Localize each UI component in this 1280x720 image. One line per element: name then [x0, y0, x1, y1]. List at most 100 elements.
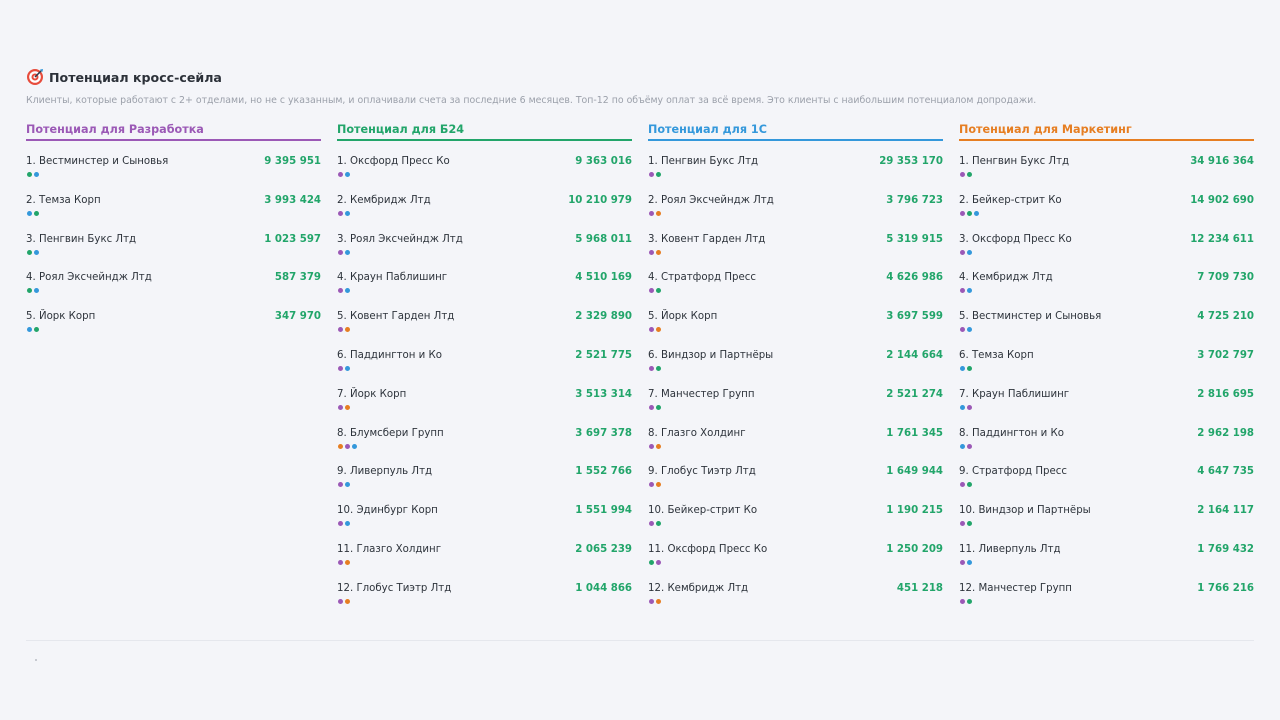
client-name: 7. Краун Паблишинг	[959, 388, 1070, 400]
department-dots	[27, 249, 39, 255]
client-row[interactable]: 3. Роял Эксчейндж Лтд 5 968 011	[337, 234, 632, 268]
department-dots	[649, 210, 661, 216]
department-dots	[338, 366, 350, 371]
client-row[interactable]: 9. Стратфорд Пресс 4 647 735	[959, 466, 1254, 500]
client-row[interactable]: 6. Паддингтон и Ко 2 521 775	[337, 350, 632, 384]
department-dots	[338, 598, 350, 604]
client-name: 5. Йорк Корп	[26, 311, 96, 323]
client-row[interactable]: 3. Пенгвин Букс Лтд 1 023 597	[26, 234, 321, 268]
client-row[interactable]: 6. Виндзор и Партнёры 2 144 664	[648, 350, 943, 384]
client-row[interactable]: 11. Глазго Холдинг 2 065 239	[337, 544, 632, 578]
client-row[interactable]: 8. Глазго Холдинг 1 761 345	[648, 428, 943, 462]
cross-sell-columns: Потенциал для Разработка 1. Вестминстер и…	[26, 121, 1254, 604]
section-header: Потенциал кросс-сейла Клиенты, которые р…	[26, 67, 1254, 106]
client-row[interactable]: 1. Оксфорд Пресс Ко 9 363 016	[337, 156, 632, 190]
client-payment-total: 29 353 170	[879, 156, 943, 167]
client-row[interactable]: 2. Роял Эксчейндж Лтд 3 796 723	[648, 195, 943, 229]
department-dots	[338, 249, 350, 255]
client-row[interactable]: 12. Кембридж Лтд 451 218	[648, 583, 943, 617]
client-row[interactable]: 5. Ковент Гарден Лтд 2 329 890	[337, 311, 632, 345]
title-row: Потенциал кросс-сейла	[26, 67, 1254, 87]
department-dot	[27, 172, 32, 177]
cross-sell-column: Потенциал для 1С 1. Пенгвин Букс Лтд 29 35…	[648, 121, 943, 604]
client-payment-total: 4 510 169	[575, 272, 632, 284]
department-dot	[345, 327, 350, 333]
client-name: 2. Роял Эксчейндж Лтд	[648, 194, 774, 206]
client-name: 11. Ливерпуль Лтд	[959, 544, 1061, 555]
target-icon	[26, 68, 44, 86]
client-payment-total: 4 647 735	[1197, 466, 1254, 478]
department-dot	[345, 443, 350, 449]
department-dot	[345, 210, 350, 216]
department-dots	[338, 482, 350, 488]
department-dot	[27, 327, 32, 333]
department-dot	[960, 598, 965, 604]
client-row[interactable]: 3. Оксфорд Пресс Ко 12 234 611	[959, 234, 1254, 268]
client-row[interactable]: 10. Бейкер-стрит Ко 1 190 215	[648, 505, 943, 539]
department-dot	[338, 598, 343, 604]
department-dot	[338, 482, 343, 488]
client-payment-total: 4 725 210	[1197, 311, 1254, 323]
department-dot	[338, 172, 343, 177]
client-row[interactable]: 8. Блумсбери Групп 3 697 378	[337, 428, 632, 462]
client-row[interactable]: 2. Бейкер-стрит Ко 14 902 690	[959, 195, 1254, 229]
client-payment-total: 9 395 951	[264, 156, 321, 167]
department-dots	[649, 172, 661, 177]
client-row[interactable]: 1. Пенгвин Букс Лтд 34 916 364	[959, 156, 1254, 190]
client-row[interactable]: 11. Оксфорд Пресс Ко 1 250 209	[648, 544, 943, 578]
client-payment-total: 3 796 723	[886, 194, 943, 206]
client-row[interactable]: 3. Ковент Гарден Лтд 5 319 915	[648, 234, 943, 268]
client-row[interactable]: 5. Йорк Корп 347 970	[26, 311, 321, 345]
department-dot	[960, 172, 965, 177]
client-payment-total: 1 551 994	[575, 505, 632, 517]
client-row[interactable]: 7. Краун Паблишинг 2 816 695	[959, 389, 1254, 423]
department-dots	[960, 288, 972, 294]
client-name: 9. Глобус Тиэтр Лтд	[648, 466, 756, 478]
department-dot	[27, 249, 32, 255]
client-row[interactable]: 12. Манчестер Групп 1 766 216	[959, 583, 1254, 617]
client-row[interactable]: 1. Пенгвин Букс Лтд 29 353 170	[648, 156, 943, 190]
client-row[interactable]: 5. Вестминстер и Сыновья 4 725 210	[959, 311, 1254, 345]
department-dot	[649, 560, 654, 565]
department-dots	[649, 443, 661, 449]
client-row[interactable]: 11. Ливерпуль Лтд 1 769 432	[959, 544, 1254, 578]
client-row[interactable]: 4. Роял Эксчейндж Лтд 587 379	[26, 272, 321, 306]
client-row[interactable]: 1. Вестминстер и Сыновья 9 395 951	[26, 156, 321, 190]
client-row[interactable]: 8. Паддингтон и Ко 2 962 198	[959, 428, 1254, 462]
department-dot	[656, 172, 661, 177]
department-dot	[967, 210, 972, 216]
client-payment-total: 1 552 766	[575, 466, 632, 478]
client-payment-total: 2 144 664	[886, 350, 943, 361]
client-name: 12. Глобус Тиэтр Лтд	[337, 582, 452, 594]
department-dots	[649, 482, 661, 488]
client-row[interactable]: 9. Глобус Тиэтр Лтд 1 649 944	[648, 466, 943, 500]
department-dot	[352, 443, 357, 449]
department-dot	[656, 404, 661, 410]
client-row[interactable]: 4. Краун Паблишинг 4 510 169	[337, 272, 632, 306]
client-row[interactable]: 2. Кембридж Лтд 10 210 979	[337, 195, 632, 229]
department-dots	[338, 288, 350, 294]
client-name: 5. Вестминстер и Сыновья	[959, 311, 1102, 323]
department-dot	[27, 288, 32, 294]
client-row[interactable]: 4. Стратфорд Пресс 4 626 986	[648, 272, 943, 306]
department-dot	[656, 443, 661, 449]
department-dot	[656, 288, 661, 294]
client-row[interactable]: 7. Йорк Корп 3 513 314	[337, 389, 632, 423]
client-payment-total: 5 319 915	[886, 233, 943, 245]
client-row[interactable]: 12. Глобус Тиэтр Лтд 1 044 866	[337, 583, 632, 617]
client-row[interactable]: 10. Виндзор и Партнёры 2 164 117	[959, 505, 1254, 539]
client-row[interactable]: 9. Ливерпуль Лтд 1 552 766	[337, 466, 632, 500]
client-row[interactable]: 2. Темза Корп 3 993 424	[26, 195, 321, 229]
client-row[interactable]: 5. Йорк Корп 3 697 599	[648, 311, 943, 345]
department-dot	[967, 366, 972, 371]
client-row[interactable]: 6. Темза Корп 3 702 797	[959, 350, 1254, 384]
department-dot	[345, 366, 350, 371]
client-name: 1. Пенгвин Букс Лтд	[959, 156, 1070, 167]
client-payment-total: 2 521 775	[575, 350, 632, 361]
department-dots	[960, 172, 972, 177]
client-row[interactable]: 4. Кембридж Лтд 7 709 730	[959, 272, 1254, 306]
client-row[interactable]: 7. Манчестер Групп 2 521 274	[648, 389, 943, 423]
client-row[interactable]: 10. Эдинбург Корп 1 551 994	[337, 505, 632, 539]
client-payment-total: 9 363 016	[575, 156, 632, 167]
department-dots	[649, 560, 661, 565]
